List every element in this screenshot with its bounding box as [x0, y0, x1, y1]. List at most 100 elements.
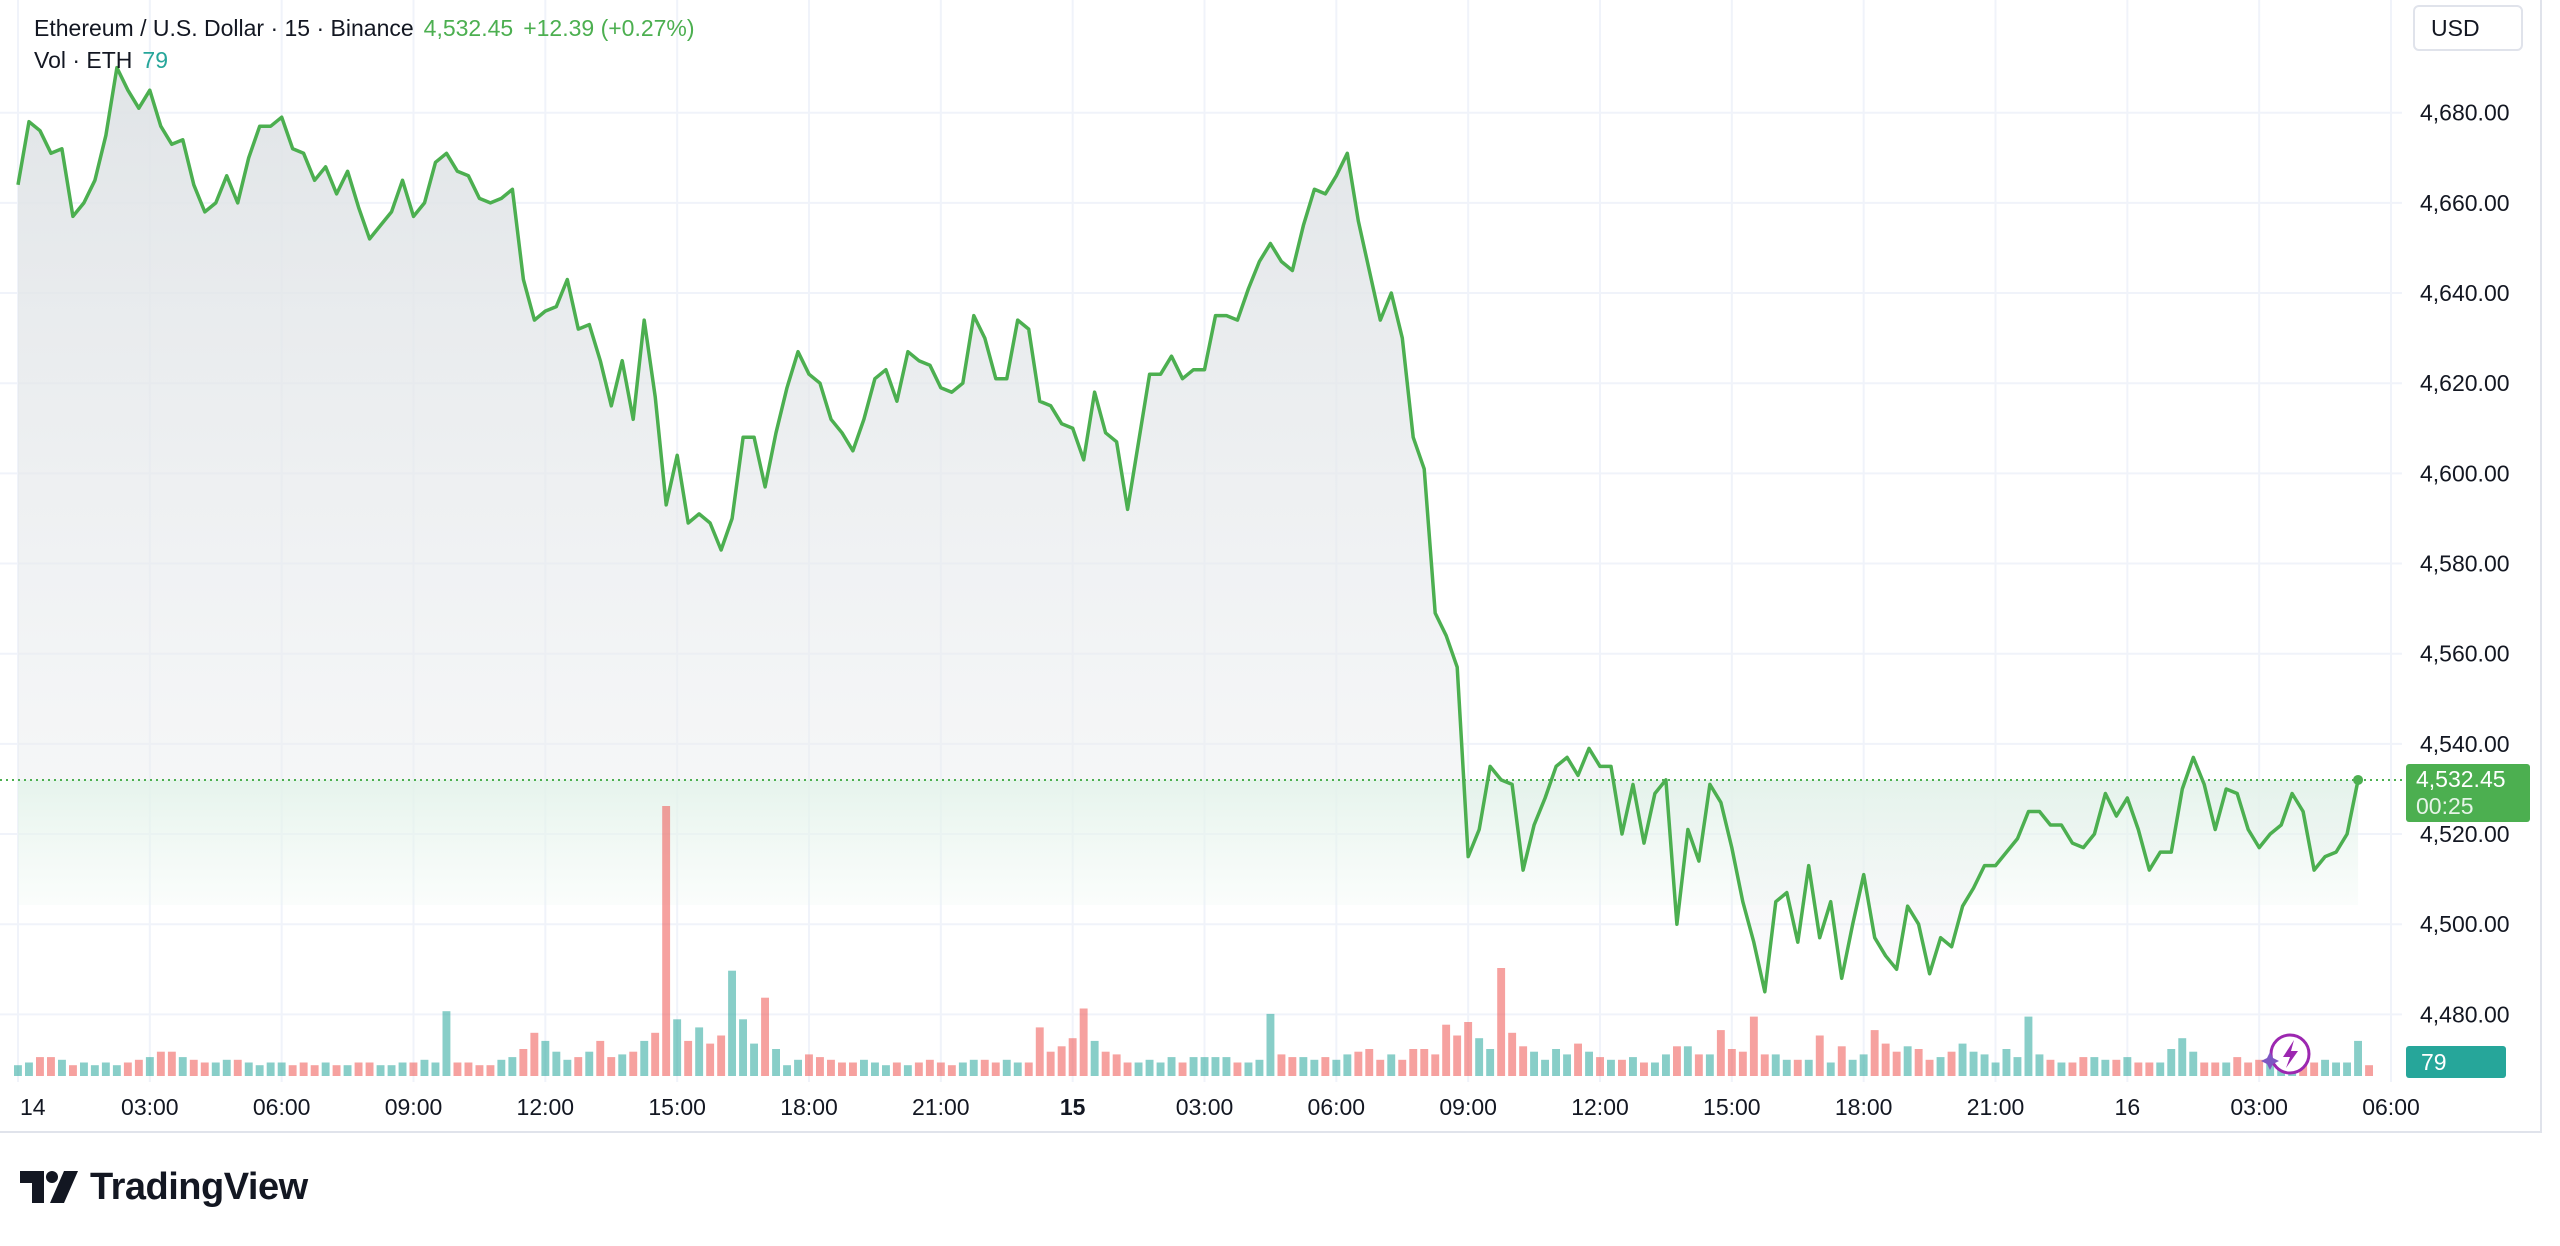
- x-tick-label: 09:00: [1439, 1094, 1497, 1120]
- price-area-fill: [18, 67, 2359, 992]
- volume-bar: [1222, 1057, 1231, 1076]
- last-price-dot: [2353, 774, 2364, 785]
- volume-bar: [903, 1065, 912, 1076]
- price-line: [16, 65, 2360, 994]
- volume-bar: [1541, 1059, 1549, 1076]
- volume-bar: [1013, 1062, 1022, 1076]
- y-axis[interactable]: 4,680.00 4,660.00 4,640.00 4,620.00 4,600.00…: [2420, 100, 2510, 1028]
- x-tick-label: 18:00: [1835, 1094, 1893, 1120]
- volume-bar: [750, 1043, 758, 1076]
- y-tick-label: 4,600.00: [2420, 460, 2510, 486]
- volume-bar: [1090, 1040, 1099, 1076]
- volume-bar: [1629, 1057, 1637, 1076]
- volume-bar: [2035, 1054, 2044, 1076]
- volume-bar: [849, 1062, 857, 1076]
- volume-bar: [794, 1059, 802, 1076]
- volume-bar: [1804, 1059, 1813, 1076]
- volume-bar: [1947, 1051, 1956, 1076]
- volume-bar: [244, 1062, 253, 1076]
- volume-bar: [2090, 1057, 2099, 1076]
- volume-bar: [1464, 1022, 1473, 1076]
- price-area: [18, 67, 2359, 992]
- volume-bar: [1607, 1059, 1615, 1076]
- volume-bar: [365, 1062, 374, 1076]
- volume-bar: [541, 1040, 550, 1076]
- volume-bar: [607, 1057, 616, 1076]
- volume-bar: [1255, 1059, 1264, 1076]
- volume-bar: [1079, 1008, 1088, 1076]
- volume-bar: [530, 1032, 539, 1076]
- volume-bar: [673, 1019, 682, 1076]
- volume-bar: [2255, 1059, 2264, 1076]
- volume-bar: [892, 1062, 901, 1076]
- tradingview-logo[interactable]: TradingView: [20, 1165, 308, 1209]
- volume-bar: [1200, 1057, 1209, 1076]
- volume-bar: [2321, 1059, 2329, 1076]
- volume-bar: [2189, 1051, 2198, 1076]
- x-axis[interactable]: 14 03:00 06:00 09:00 12:00 15:00 18:00 21:00 15 0…: [20, 1094, 2420, 1120]
- volume-bar: [134, 1059, 143, 1076]
- volume-bar: [420, 1059, 429, 1076]
- x-tick-label: 12:00: [1571, 1094, 1629, 1120]
- volume-bar: [453, 1062, 462, 1076]
- volume-bar: [618, 1054, 627, 1076]
- symbol-title[interactable]: Ethereum / U.S. Dollar · 15 · Binance: [34, 15, 414, 41]
- volume-bar: [1848, 1059, 1857, 1076]
- price-chart[interactable]: 4,680.00 4,660.00 4,640.00 4,620.00 4,600.00…: [0, 0, 2560, 1140]
- volume-bar: [684, 1040, 693, 1076]
- lightning-icon: [2261, 1033, 2311, 1075]
- volume-bar: [640, 1040, 649, 1076]
- volume-bar: [2024, 1016, 2033, 1076]
- x-tick-label: 14: [20, 1094, 46, 1120]
- volume-bar: [288, 1065, 297, 1076]
- volume-bar: [14, 1065, 22, 1076]
- volume-bar: [1903, 1046, 1912, 1076]
- x-tick-label: 16: [2115, 1094, 2141, 1120]
- volume-bar: [1662, 1054, 1670, 1076]
- y-tick-label: 4,500.00: [2420, 911, 2510, 937]
- volume-bar: [1420, 1049, 1429, 1076]
- volume-label[interactable]: Vol · ETH: [34, 47, 133, 73]
- volume-bar: [1738, 1051, 1747, 1076]
- x-tick-label: 21:00: [912, 1094, 970, 1120]
- volume-bar: [2211, 1062, 2220, 1076]
- volume-bar: [838, 1062, 846, 1076]
- volume-bar: [387, 1065, 396, 1076]
- volume-bar: [1925, 1059, 1934, 1076]
- volume-bar: [2112, 1059, 2121, 1076]
- volume-bar: [980, 1059, 989, 1076]
- volume-bar: [1398, 1059, 1407, 1076]
- last-price: 4,532.45: [423, 15, 514, 41]
- volume-bar: [783, 1065, 791, 1076]
- volume-bar: [1585, 1051, 1593, 1076]
- volume-bar: [1101, 1051, 1110, 1076]
- volume-bar: [1442, 1024, 1451, 1076]
- volume-bar: [925, 1059, 934, 1076]
- volume-bar: [1321, 1057, 1330, 1076]
- volume-bar: [1870, 1030, 1879, 1076]
- volume-bar: [145, 1057, 154, 1076]
- volume-bar: [706, 1043, 715, 1076]
- volume-bar: [552, 1051, 561, 1076]
- volume-bar: [1793, 1059, 1802, 1076]
- volume-bar: [1211, 1057, 1220, 1076]
- volume-bar: [376, 1065, 385, 1076]
- volume-bar: [2222, 1062, 2231, 1076]
- volume-bar: [1727, 1049, 1736, 1076]
- volume-bar: [1178, 1062, 1187, 1076]
- chart-frame: [0, 0, 2542, 1133]
- volume-bar: [310, 1065, 319, 1076]
- last-price-tag-value: 4,532.45: [2416, 766, 2506, 792]
- volume-bar: [409, 1062, 418, 1076]
- volume-bar: [178, 1057, 187, 1076]
- currency-button[interactable]: USD: [2413, 5, 2523, 51]
- volume-bar: [464, 1062, 473, 1076]
- volume-bar: [1145, 1059, 1154, 1076]
- volume-bar: [1233, 1062, 1242, 1076]
- volume-bar: [1332, 1059, 1341, 1076]
- volume-bar: [1716, 1030, 1725, 1076]
- volume-bar: [662, 806, 671, 1076]
- volume-bar: [947, 1065, 956, 1076]
- volume-bar: [2002, 1049, 2011, 1076]
- volume-bar: [497, 1059, 506, 1076]
